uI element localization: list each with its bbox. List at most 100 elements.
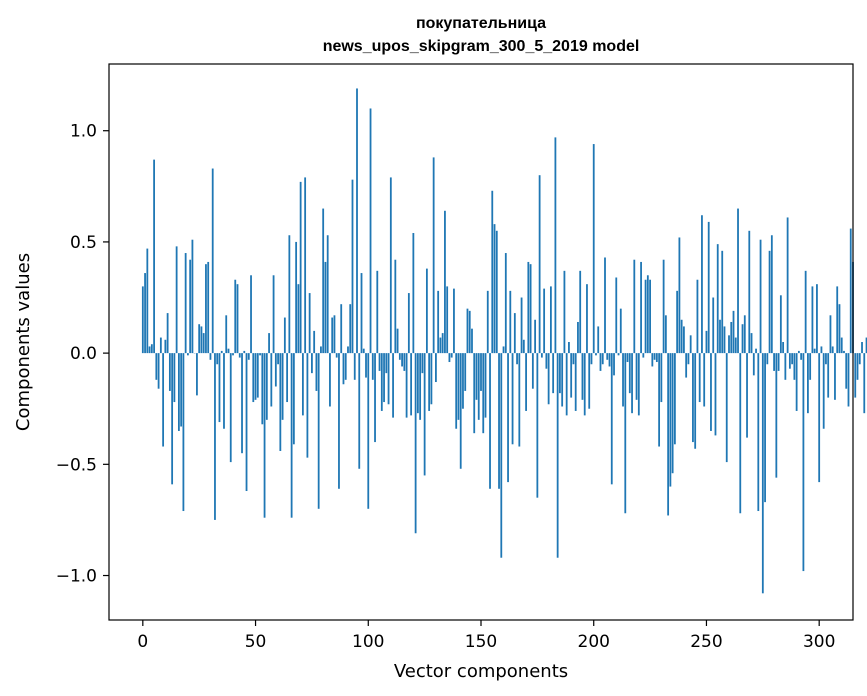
bar xyxy=(268,333,270,354)
bar xyxy=(500,353,503,558)
bar xyxy=(673,353,676,445)
bar xyxy=(259,353,261,356)
x-tick-label: 150 xyxy=(465,632,497,652)
bar xyxy=(450,353,453,358)
bar xyxy=(719,319,721,354)
bar xyxy=(482,353,485,434)
bar xyxy=(421,353,424,374)
bar xyxy=(849,228,852,354)
bar xyxy=(840,337,843,354)
bar xyxy=(342,353,345,385)
bar xyxy=(435,353,437,383)
bar xyxy=(245,353,248,492)
bar xyxy=(446,286,449,354)
bar xyxy=(437,290,440,354)
bar xyxy=(579,270,582,354)
bar xyxy=(232,353,234,356)
bar xyxy=(182,353,185,512)
bar xyxy=(365,353,367,378)
bar xyxy=(155,353,158,380)
bar xyxy=(705,330,708,354)
bar xyxy=(428,353,431,411)
bar xyxy=(475,353,478,400)
bar xyxy=(574,353,577,411)
bar xyxy=(811,286,814,354)
bar xyxy=(834,353,836,400)
y-tick-label: 0.0 xyxy=(70,344,97,364)
bar xyxy=(326,235,329,354)
bar xyxy=(187,353,189,356)
bar xyxy=(809,353,812,380)
bar xyxy=(797,350,800,354)
bar xyxy=(367,353,370,509)
bar xyxy=(378,353,381,371)
bar xyxy=(534,319,537,354)
bar xyxy=(628,353,631,394)
bar xyxy=(795,353,798,411)
bar xyxy=(732,310,735,354)
bar xyxy=(211,168,214,354)
bar xyxy=(353,353,356,380)
bar xyxy=(642,353,645,358)
y-tick-label: −0.5 xyxy=(56,455,97,475)
bar xyxy=(854,353,857,398)
bar xyxy=(802,353,805,572)
bar xyxy=(761,353,764,594)
bar xyxy=(274,353,277,387)
bar xyxy=(159,337,162,354)
bar xyxy=(712,297,715,354)
bar xyxy=(590,353,593,365)
bar xyxy=(651,353,654,367)
bar xyxy=(466,308,469,354)
bar xyxy=(863,353,866,414)
bar xyxy=(746,353,748,438)
bar xyxy=(270,353,273,407)
bar xyxy=(631,353,633,414)
bar xyxy=(554,137,557,354)
bar xyxy=(865,337,867,354)
bar xyxy=(498,353,500,489)
bar xyxy=(243,350,246,354)
bar xyxy=(522,339,525,354)
bar xyxy=(153,159,155,354)
bar xyxy=(473,353,476,434)
bar xyxy=(511,353,514,445)
bar xyxy=(405,353,408,418)
bar xyxy=(599,353,602,371)
bar xyxy=(489,353,491,489)
bar xyxy=(786,217,789,354)
bar xyxy=(653,353,656,360)
bar xyxy=(477,353,480,420)
bar xyxy=(581,353,584,400)
bar xyxy=(624,353,627,514)
bar xyxy=(416,353,419,414)
bar xyxy=(813,348,816,354)
bar xyxy=(299,181,302,354)
bar xyxy=(664,315,667,354)
bar xyxy=(360,273,363,354)
bar xyxy=(773,353,775,371)
bar xyxy=(484,353,487,418)
bar xyxy=(540,353,543,358)
bar xyxy=(588,353,591,409)
bar xyxy=(768,250,771,354)
chart-title-line2: news_upos_skipgram_300_5_2019 model xyxy=(323,38,640,55)
bar xyxy=(845,353,848,389)
bar xyxy=(493,224,496,354)
bar xyxy=(529,264,532,354)
bar xyxy=(362,348,365,354)
bar xyxy=(457,353,460,420)
bar xyxy=(694,353,697,449)
bar xyxy=(610,353,613,485)
bar xyxy=(191,239,194,354)
bar xyxy=(606,353,609,360)
bar xyxy=(856,353,859,380)
bar xyxy=(376,270,379,354)
bar xyxy=(168,353,171,391)
bar xyxy=(344,353,347,380)
bar xyxy=(710,353,712,431)
bar xyxy=(843,350,845,354)
bar xyxy=(617,353,620,356)
bar xyxy=(214,353,216,520)
